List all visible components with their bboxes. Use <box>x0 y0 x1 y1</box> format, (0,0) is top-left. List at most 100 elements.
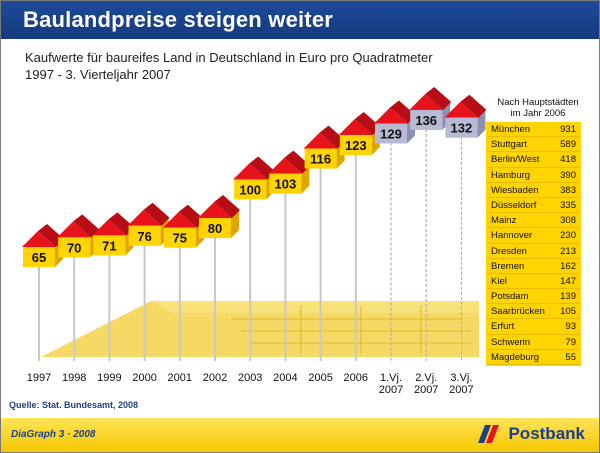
house-roof-side <box>38 224 64 247</box>
x-tick-label: 1998 <box>62 372 86 384</box>
house-roof-front <box>92 219 127 236</box>
house-roof-side <box>108 212 135 236</box>
bar-value-label: 65 <box>32 250 46 265</box>
side-table-value: 105 <box>560 306 576 318</box>
footer-bar: DiaGraph 3 · 2008 Postbank <box>1 418 599 452</box>
house-front-wall <box>163 227 196 248</box>
house-roof-side <box>284 150 311 174</box>
side-table-value: 931 <box>560 124 576 135</box>
house-roof-front <box>57 221 92 238</box>
house-front-wall <box>445 117 478 138</box>
side-table-row: Potsdam 139 <box>486 289 581 305</box>
source-note: Quelle: Stat. Bundesamt, 2008 <box>9 400 139 410</box>
side-table-value: 55 <box>565 351 576 363</box>
house-roof-side <box>214 195 240 219</box>
house-front-wall <box>269 173 302 194</box>
bar-value-label: 129 <box>380 126 402 141</box>
chart-title: Baulandpreise steigen weiter <box>23 7 334 32</box>
house-roof-front <box>268 157 303 174</box>
side-table-value: 390 <box>560 169 576 181</box>
side-table-row: Dresden 213 <box>486 244 581 259</box>
side-table-row: Erfurt 93 <box>486 319 581 335</box>
side-table-value: 213 <box>560 245 576 257</box>
house-roof-front <box>198 202 232 219</box>
x-tick-label: 3.Vj. 2007 <box>449 372 473 396</box>
x-tick-label: 2004 <box>273 372 297 384</box>
side-table-city: Hannover <box>491 230 533 242</box>
brand-logo: Postbank <box>476 423 585 445</box>
x-tick-label: 1.Vj. 2007 <box>379 372 403 396</box>
house-roof-side <box>460 94 487 118</box>
side-table-row: Saarbrücken 105 <box>486 304 581 320</box>
bar-value-label: 100 <box>239 182 261 197</box>
x-tick-label: 2.Vj. 2007 <box>414 372 438 396</box>
side-table-value: 162 <box>560 260 576 272</box>
side-table-city: München <box>491 124 531 135</box>
house-roof-front <box>409 93 444 110</box>
side-table-city: Düsseldorf <box>491 199 537 211</box>
bar-value-label: 123 <box>345 138 367 153</box>
side-table-title-line-2: im Jahr 2006 <box>510 108 566 119</box>
bar-value-label: 76 <box>137 229 151 244</box>
x-tick-label: 2002 <box>203 372 227 384</box>
side-table-city: Berlin/West <box>491 154 540 166</box>
side-table-city: Schwerin <box>491 336 531 348</box>
side-table-row: Hannover 230 <box>486 228 581 244</box>
x-tick-label: 2000 <box>132 372 156 384</box>
brand-name: Postbank <box>508 424 585 443</box>
house-roof-side <box>390 100 416 124</box>
x-tick-label: 2001 <box>168 372 192 384</box>
house-roof-front <box>162 211 197 228</box>
house-roof-side <box>425 86 452 110</box>
side-table-city: Dresden <box>491 245 527 257</box>
house-front-wall <box>410 109 443 130</box>
bar-value-label: 116 <box>310 152 331 167</box>
house-roof-front <box>374 107 408 124</box>
x-tick-label: 2003 <box>238 372 262 384</box>
side-table-city: Kiel <box>491 275 507 287</box>
side-table-city: Stuttgart <box>491 139 527 151</box>
house-roof-side <box>143 202 170 226</box>
side-table-city: Potsdam <box>491 291 529 303</box>
side-table-row: München 931 <box>486 122 581 138</box>
side-table-city: Mainz <box>491 215 517 227</box>
floor-highlight <box>151 301 479 313</box>
side-table-city: Wiesbaden <box>491 184 539 196</box>
house-front-wall <box>304 148 337 169</box>
house-front-wall <box>339 135 372 156</box>
side-table-value: 383 <box>560 184 576 196</box>
house-roof-front <box>233 163 268 180</box>
bar-value-label: 71 <box>102 238 116 253</box>
side-table-value: 418 <box>560 154 576 166</box>
side-table: München 931 Stuttgart 589 Berlin/West 418 Hamb… <box>486 122 581 366</box>
x-tick-label: 2006 <box>344 372 368 384</box>
side-table-row: Berlin/West 418 <box>486 152 581 168</box>
bar-value-label: 75 <box>173 231 187 246</box>
side-table-value: 139 <box>560 291 576 303</box>
side-table-value: 589 <box>560 139 576 151</box>
side-table-row: Bremen 162 <box>486 259 581 274</box>
house-roof-front <box>303 132 338 149</box>
bar-value-label: 132 <box>451 121 473 136</box>
house-front-wall <box>375 123 407 144</box>
footer-label: DiaGraph 3 · 2008 <box>11 429 96 440</box>
house-roof-side <box>249 156 276 180</box>
house-front-wall <box>234 179 267 200</box>
bar-value-label: 103 <box>275 177 297 192</box>
side-table-city: Saarbrücken <box>491 306 545 318</box>
x-tick-label: 2005 <box>308 372 332 384</box>
subtitle-line-1: Kaufwerte für baureifes Land in Deutschl… <box>25 50 433 65</box>
bar-value-label: 136 <box>415 113 437 128</box>
house-front-wall <box>23 247 55 267</box>
side-table-city: Bremen <box>491 260 525 272</box>
side-table-row: Mainz 308 <box>486 213 581 229</box>
subtitle-line-2: 1997 - 3. Vierteljahr 2007 <box>25 67 171 82</box>
house-front-wall <box>199 218 231 239</box>
side-table-title-line-1: Nach Hauptstädten <box>497 97 579 108</box>
x-tick-label: 1997 <box>27 372 51 384</box>
house-roof-front <box>338 119 373 136</box>
side-table-city: Hamburg <box>491 169 531 181</box>
side-table-value: 230 <box>560 230 576 242</box>
title-bar: Baulandpreise steigen weiter <box>1 1 599 39</box>
